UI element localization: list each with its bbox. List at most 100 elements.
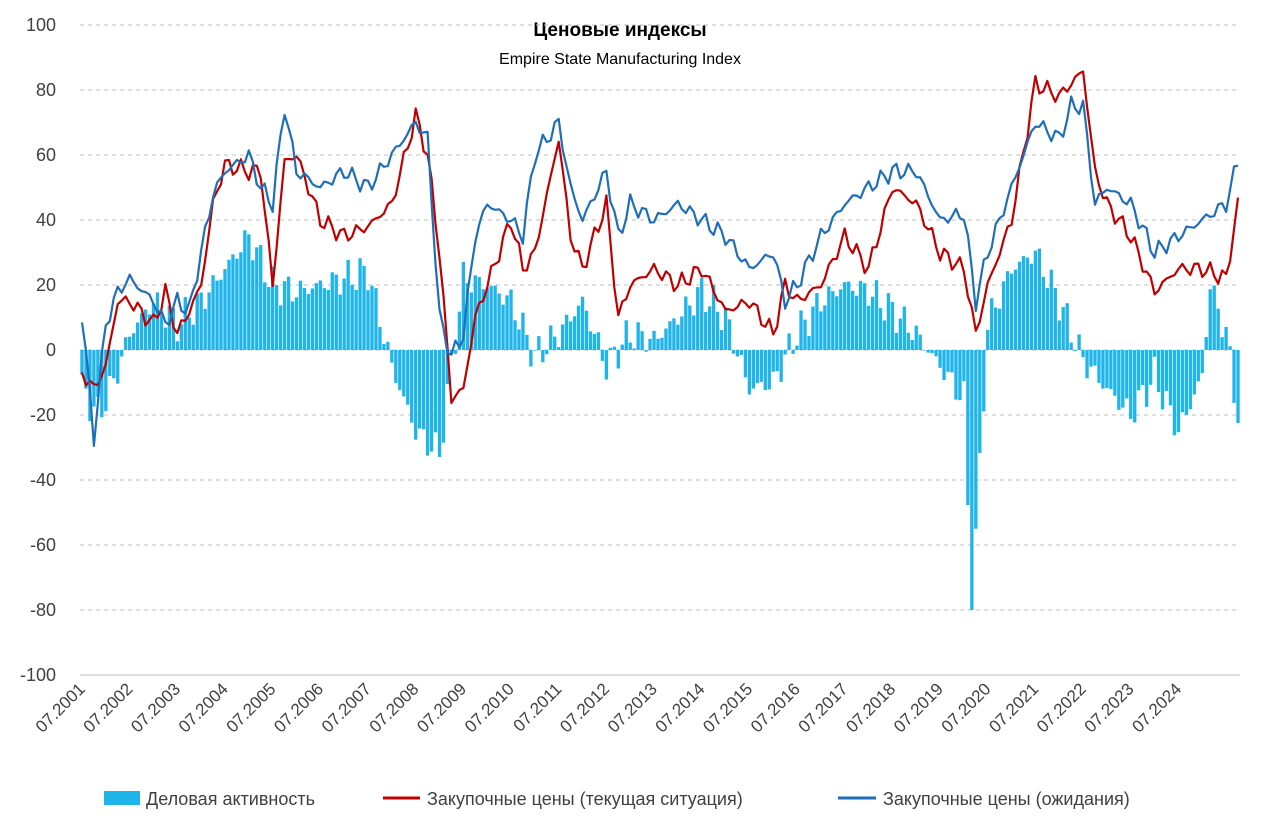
x-tick-label: 07.2024: [1128, 679, 1185, 736]
bar: [1049, 269, 1053, 350]
bar: [982, 350, 986, 412]
x-tick-label: 07.2015: [699, 679, 756, 736]
bar: [127, 336, 132, 350]
bar: [1196, 350, 1200, 382]
bar: [954, 350, 958, 400]
bar: [1085, 350, 1089, 379]
bar: [545, 350, 549, 355]
bar: [886, 293, 891, 350]
bar: [175, 341, 179, 350]
y-tick-label: -40: [30, 470, 56, 490]
bar: [116, 350, 120, 384]
bar: [457, 311, 462, 350]
bar: [104, 350, 108, 412]
y-tick-label: 100: [26, 15, 56, 35]
bar: [191, 324, 195, 350]
bar: [636, 322, 640, 350]
bar: [1148, 350, 1153, 385]
bar: [986, 329, 990, 350]
bar: [743, 350, 748, 378]
bar: [962, 350, 966, 382]
bar: [1144, 350, 1149, 407]
bar: [425, 350, 430, 456]
bar: [497, 293, 501, 350]
bar: [1057, 320, 1061, 350]
bar: [286, 276, 291, 350]
bar: [386, 341, 390, 350]
y-tick-label: -60: [30, 535, 56, 555]
bar: [561, 324, 565, 350]
bar: [688, 305, 692, 350]
bar: [513, 320, 517, 350]
bar: [656, 338, 660, 350]
bar: [704, 312, 708, 350]
bar: [680, 316, 684, 350]
x-tick-label: 07.2016: [747, 679, 804, 736]
bar: [684, 296, 688, 350]
bar: [1105, 350, 1109, 389]
bar: [203, 308, 207, 350]
bar: [509, 289, 513, 350]
bar: [1121, 350, 1125, 408]
bar: [914, 325, 918, 350]
bar: [1017, 261, 1022, 350]
bar: [851, 290, 855, 350]
bar: [918, 334, 922, 350]
bar: [350, 284, 354, 350]
x-tick-label: 07.2006: [270, 679, 327, 736]
bar: [799, 310, 803, 350]
bar: [557, 347, 561, 350]
bar: [612, 346, 616, 350]
bar: [894, 332, 899, 350]
bar: [1061, 307, 1065, 350]
bar: [564, 314, 569, 350]
current-price-line: [80, 70, 1240, 405]
bar: [374, 288, 378, 350]
bar: [584, 310, 589, 350]
bar: [775, 350, 779, 372]
y-tick-label: 20: [36, 275, 56, 295]
bar: [362, 265, 366, 350]
bar: [847, 281, 851, 350]
bar: [751, 350, 756, 389]
bar: [235, 258, 239, 350]
expected-price-line: [80, 95, 1239, 447]
x-axis-ticks: 07.200107.200207.200307.200407.200507.20…: [32, 679, 1185, 736]
bar: [1216, 308, 1220, 350]
bar: [707, 306, 712, 350]
bar: [1176, 350, 1181, 433]
bar: [711, 285, 716, 350]
x-tick-label: 07.2004: [175, 679, 232, 736]
bar: [306, 294, 311, 350]
bar: [870, 296, 875, 350]
legend: Деловая активность Закупочные цены (теку…: [104, 789, 1130, 809]
x-tick-label: 07.2002: [80, 679, 137, 736]
bar: [477, 276, 481, 350]
bar: [239, 252, 243, 350]
bar: [715, 311, 720, 350]
bar: [731, 350, 736, 354]
bar: [1069, 342, 1073, 350]
bar: [187, 317, 191, 350]
bar: [1224, 326, 1228, 350]
bar: [147, 314, 152, 350]
bar: [664, 328, 668, 350]
chart-subtitle: Empire State Manufacturing Index: [499, 51, 741, 68]
bar: [537, 336, 541, 350]
bar: [652, 330, 656, 350]
bar: [135, 322, 140, 350]
bar: [227, 259, 231, 350]
y-tick-label: -20: [30, 405, 56, 425]
bar: [108, 350, 112, 376]
bar: [890, 301, 895, 350]
bar: [1192, 350, 1196, 395]
bar: [787, 333, 791, 350]
bar: [1172, 350, 1177, 436]
bar: [815, 293, 819, 350]
x-tick-label: 07.2007: [318, 679, 375, 736]
bar: [882, 320, 887, 350]
bar: [263, 282, 267, 350]
x-tick-label: 07.2001: [32, 679, 89, 736]
bar: [997, 308, 1002, 350]
x-tick-label: 07.2013: [604, 679, 661, 736]
